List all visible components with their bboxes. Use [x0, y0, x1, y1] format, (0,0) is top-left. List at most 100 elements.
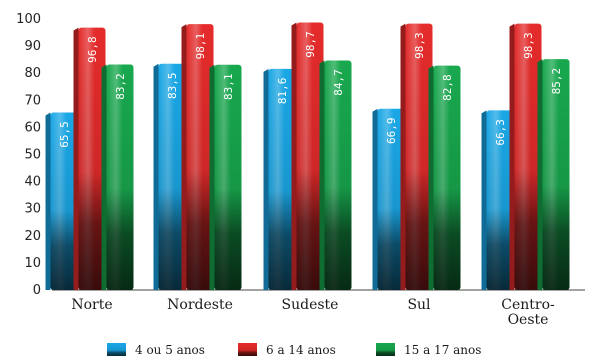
bar-side-shade	[181, 24, 187, 291]
bar-side-shade	[428, 65, 434, 290]
bar-side	[372, 108, 378, 291]
bar-side-shade	[73, 27, 79, 291]
category-label: Norte	[71, 297, 112, 313]
category-label: Sul	[407, 297, 431, 313]
y-tick-label: 50	[24, 148, 41, 163]
legend-swatch-shade	[107, 343, 126, 356]
data-label: 83,1	[222, 74, 235, 101]
legend-label: 15 a 17 anos	[404, 343, 481, 357]
bar: 82,8	[428, 65, 461, 290]
bar: 83,2	[101, 64, 134, 290]
bar: 83,5	[153, 63, 186, 291]
bar-side	[263, 68, 269, 290]
legend-item: 15 a 17 anos	[376, 343, 481, 357]
data-label: 96,8	[86, 36, 99, 63]
legend-swatch-shade	[238, 343, 257, 356]
y-tick-label: 10	[24, 256, 41, 271]
bar: 98,3	[509, 23, 542, 291]
y-tick-label: 0	[33, 283, 41, 298]
y-tick-label: 80	[24, 66, 41, 81]
bar-side-shade	[481, 110, 487, 291]
data-label: 85,2	[550, 68, 563, 95]
bar-shadow	[433, 65, 461, 290]
bar: 98,1	[181, 24, 214, 291]
bar-side	[181, 24, 187, 291]
bar: 66,9	[372, 108, 405, 291]
bar-shadow	[78, 27, 106, 291]
y-tick-label: 60	[24, 120, 41, 135]
bar-side	[509, 23, 515, 291]
data-label: 83,5	[166, 72, 179, 99]
bar: 98,3	[400, 23, 433, 291]
bar-shadow	[214, 64, 242, 290]
bar-side	[209, 64, 215, 290]
y-tick-label: 30	[24, 202, 41, 217]
bar-side	[481, 110, 487, 291]
y-tick-label: 40	[24, 175, 41, 190]
category-label: Sudeste	[282, 297, 339, 313]
bar-shadow	[296, 22, 324, 290]
bar-side	[101, 64, 107, 290]
data-label: 83,2	[114, 73, 127, 100]
y-tick-label: 20	[24, 229, 41, 244]
bar-side	[428, 65, 434, 290]
bar-side	[537, 59, 543, 290]
bar: 98,7	[291, 22, 324, 290]
y-tick-label: 70	[24, 93, 41, 108]
bar: 65,5	[45, 112, 78, 291]
bar: 81,6	[263, 68, 296, 290]
data-label: 66,9	[385, 117, 398, 144]
data-label: 65,5	[58, 121, 71, 148]
bar-side-shade	[291, 22, 297, 290]
category-label: Nordeste	[167, 297, 233, 313]
legend-swatch-shade	[376, 343, 395, 356]
data-label: 66,3	[494, 119, 507, 146]
data-label: 81,6	[276, 78, 289, 105]
bar-side-shade	[263, 68, 269, 290]
legend-label: 4 ou 5 anos	[135, 343, 205, 357]
bar-side-shade	[209, 64, 215, 290]
data-label: 98,3	[413, 32, 426, 59]
bar-side-shade	[101, 64, 107, 290]
data-label: 82,8	[441, 74, 454, 101]
data-label: 98,7	[304, 31, 317, 58]
y-tick-label: 100	[16, 12, 41, 27]
bar-side-shade	[509, 23, 515, 291]
bar: 84,7	[319, 60, 352, 291]
bar-side-shade	[372, 108, 378, 291]
bar-side-shade	[45, 112, 51, 291]
legend-label: 6 a 14 anos	[266, 343, 336, 357]
category-label: Centro-Oeste	[501, 297, 555, 328]
x-axis: Norte Nordeste Sudeste Sul Centro-Oeste	[71, 297, 555, 328]
bar-shadow	[324, 60, 352, 291]
bar-side	[45, 112, 51, 291]
data-label: 84,7	[332, 69, 345, 96]
bars: 65,5 83,5 81,6 66,9 66,3 96,8 98,1 98,7 98,3 98,3…	[45, 22, 570, 291]
bar-shadow	[514, 23, 542, 291]
legend: 4 ou 5 anos 6 a 14 anos 15 a 17 anos	[107, 343, 481, 357]
data-label: 98,3	[522, 32, 535, 59]
bar-side-shade	[319, 60, 325, 291]
y-tick-label: 90	[24, 39, 41, 54]
bar-shadow	[50, 112, 78, 291]
bar: 83,1	[209, 64, 242, 290]
data-label: 98,1	[194, 33, 207, 60]
bar-side	[400, 23, 406, 291]
bar-side	[319, 60, 325, 291]
bar: 66,3	[481, 110, 514, 291]
bar-side-shade	[153, 63, 159, 291]
bar-side-shade	[400, 23, 406, 291]
bar-side	[291, 22, 297, 290]
bar-shadow	[268, 68, 296, 290]
bar-shadow	[186, 24, 214, 291]
bar-shadow	[542, 59, 570, 290]
bar-side-shade	[537, 59, 543, 290]
bar: 85,2	[537, 59, 570, 290]
bar-shadow	[377, 108, 405, 291]
legend-item: 6 a 14 anos	[238, 343, 336, 357]
legend-item: 4 ou 5 anos	[107, 343, 205, 357]
bar-shadow	[158, 63, 186, 291]
bar-shadow	[405, 23, 433, 291]
bar-side	[73, 27, 79, 291]
